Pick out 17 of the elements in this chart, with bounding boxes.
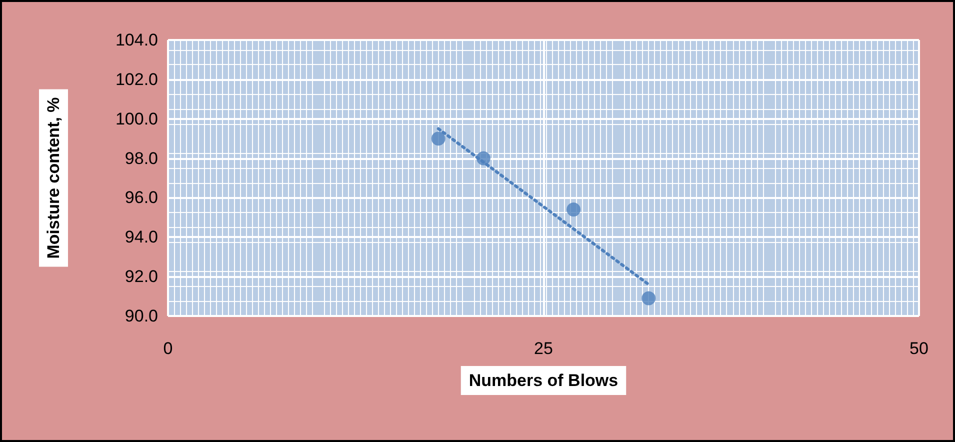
y-tick-label: 92.0: [124, 267, 158, 286]
x-axis-title: Numbers of Blows: [468, 371, 618, 390]
point: [642, 291, 656, 306]
point: [476, 151, 490, 166]
x-tick-label: 0: [163, 339, 173, 358]
y-tick-label: 90.0: [124, 306, 158, 326]
y-tick-label: 96.0: [124, 188, 158, 208]
y-tick-label: 102.0: [115, 70, 158, 89]
point: [431, 132, 446, 146]
y-axis-title: Moisture content, %: [44, 97, 63, 259]
point: [566, 202, 581, 217]
y-tick-label: 104.0: [115, 30, 158, 50]
x-tick-label: 50: [910, 339, 928, 358]
y-tick-label: 100.0: [115, 109, 158, 128]
x-tick-label: 25: [534, 339, 553, 358]
y-tick-label: 94.0: [124, 228, 158, 247]
y-tick-label: 98.0: [124, 148, 158, 168]
